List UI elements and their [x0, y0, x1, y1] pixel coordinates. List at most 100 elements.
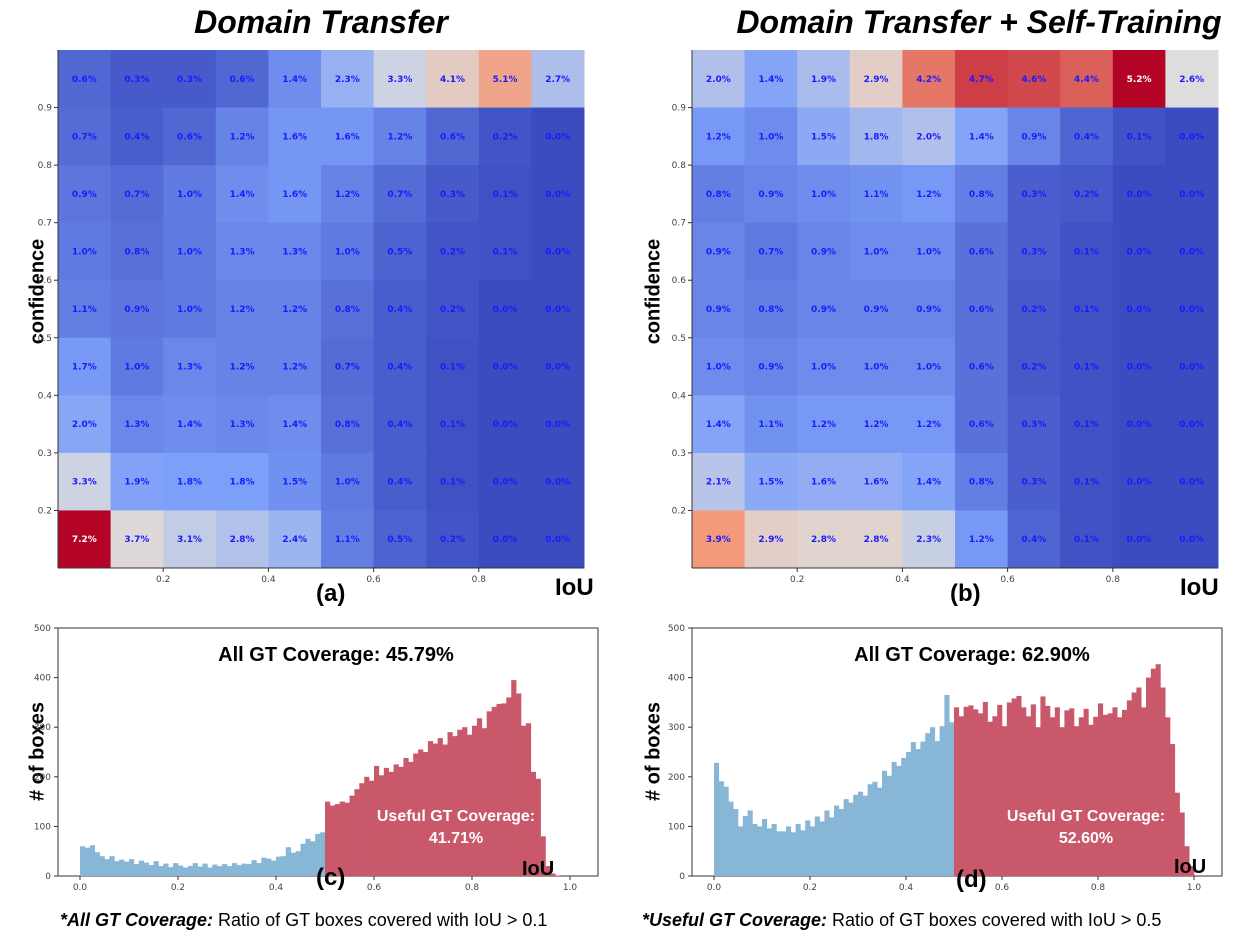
- heatmap-b-cell-label: 0.0%: [1179, 478, 1204, 488]
- histogram-c-bar: [89, 845, 95, 876]
- histogram-c-bar: [496, 703, 502, 876]
- heatmap-b-cell-rect: [1112, 395, 1166, 454]
- heatmap-b-cell-label: 1.9%: [811, 75, 836, 85]
- histogram-c-coverage: All GT Coverage: 45.79%: [218, 644, 454, 666]
- histogram-d-bar: [843, 799, 849, 876]
- histogram-c-bar: [467, 734, 473, 876]
- heatmap-a-cell-rect: [426, 280, 480, 339]
- heatmap-a-ytick-label: 0.5: [38, 334, 52, 344]
- heatmap-b-xtick-label: 0.8: [1106, 575, 1121, 585]
- histogram-c: 0 100 200 300 400 500 0.0 0.2 0.4 0.6 0.8 1.0: [34, 624, 599, 893]
- heatmap-b-cell-label: 0.1%: [1074, 305, 1099, 315]
- heatmap-b-cell: 2.1%: [692, 452, 746, 511]
- heatmap-b-cell-rect: [1165, 395, 1219, 454]
- heatmap-b-cell-label: 0.0%: [1179, 247, 1204, 257]
- heatmap-a-cell-label: 1.8%: [177, 478, 202, 488]
- histogram-d-bar: [1098, 703, 1104, 876]
- heatmap-a-cell: 1.6%: [268, 165, 322, 224]
- histogram-c-bar: [427, 741, 434, 876]
- heatmap-b-cell: 0.6%: [955, 395, 1009, 454]
- histogram-d-bar: [733, 809, 739, 876]
- heatmap-b-cell-label: 0.4%: [1074, 132, 1099, 142]
- histogram-d-bar: [1107, 713, 1113, 876]
- heatmap-b-cell-rect: [692, 510, 746, 569]
- histogram-c-bar: [452, 736, 458, 876]
- heatmap-a-cell-rect: [373, 395, 427, 454]
- heatmap-b-cell-label: 0.9%: [811, 247, 836, 257]
- heatmap-a-cell: 0.8%: [321, 280, 375, 339]
- heatmap-a-cell: 1.4%: [215, 165, 269, 224]
- histogram-c-useful-line2: 41.71%: [428, 830, 484, 847]
- heatmap-b-cell-rect: [1060, 165, 1114, 224]
- heatmap-a-cell-label: 1.0%: [335, 478, 360, 488]
- heatmap-b-cell-rect: [1007, 337, 1061, 396]
- heatmap-a-cell-label: 0.0%: [545, 190, 570, 200]
- heatmap-b-ylabel: confidence: [642, 238, 665, 345]
- heatmap-b-cell-label: 1.4%: [969, 132, 994, 142]
- heatmap-b-cell-rect: [1112, 165, 1166, 224]
- heatmap-b-cell: 0.9%: [692, 280, 746, 339]
- heatmap-b-cell-label: 1.4%: [916, 478, 941, 488]
- histogram-c-bar: [280, 856, 287, 876]
- heatmap-b-cell-rect: [902, 107, 956, 166]
- histogram-d-bar: [1126, 700, 1132, 876]
- heatmap-b-cell-rect: [1007, 107, 1061, 166]
- heatmap-b-cell: 3.9%: [692, 510, 746, 569]
- heatmap-a-cell-rect: [373, 107, 427, 166]
- histogram-c-useful-coverage: Useful GT Coverage: 41.71%: [356, 806, 556, 850]
- histogram-d-bar: [1093, 716, 1099, 876]
- histogram-d-bar: [939, 726, 945, 876]
- heatmap-b-cell-label: 1.2%: [969, 535, 994, 545]
- heatmap-a-cell-label: 1.4%: [282, 420, 307, 430]
- heatmap-a-cell-rect: [268, 337, 322, 396]
- histogram-d-bar: [1064, 710, 1070, 876]
- heatmap-b-cell-label: 1.0%: [864, 363, 889, 373]
- heatmap-b-cell-label: 0.1%: [1127, 132, 1152, 142]
- heatmap-a-cell-rect: [531, 452, 585, 511]
- heatmap-a-cell-rect: [478, 107, 532, 166]
- heatmap-a-cell-label: 0.1%: [440, 420, 465, 430]
- heatmap-b-cell-label: 0.6%: [969, 420, 994, 430]
- histogram-c-bar: [550, 873, 556, 876]
- footnote-right-term: *Useful GT Coverage:: [642, 910, 828, 930]
- heatmap-b-cell-rect: [692, 395, 746, 454]
- heatmap-b-cell-label: 0.0%: [1127, 535, 1152, 545]
- histogram-c-bar: [325, 801, 331, 876]
- heatmap-a-cell: 1.3%: [110, 395, 164, 454]
- histogram-d-ytick-label: 300: [668, 723, 685, 733]
- heatmap-b-cell-label: 0.0%: [1127, 478, 1152, 488]
- heatmap-a-cell: 0.3%: [163, 50, 217, 109]
- heatmap-b-cell-label: 0.2%: [1021, 305, 1046, 315]
- heatmap-a-cell-label: 0.0%: [545, 363, 570, 373]
- heatmap-a-cell-label: 1.2%: [335, 190, 360, 200]
- histogram-c-bar: [506, 697, 512, 876]
- heatmap-b-cell-rect: [692, 222, 746, 281]
- heatmap-a-cell: 0.0%: [478, 280, 532, 339]
- heatmap-b-cell: 1.6%: [849, 452, 903, 511]
- heatmap-b-cell-rect: [1112, 280, 1166, 339]
- heatmap-b-cell: 0.8%: [744, 280, 798, 339]
- heatmap-b-cell-rect: [1112, 452, 1166, 511]
- heatmap-b-cell-rect: [797, 165, 851, 224]
- heatmap-a-cell-label: 3.3%: [72, 478, 97, 488]
- heatmap-b-cell-label: 0.6%: [969, 363, 994, 373]
- heatmap-b-cell-label: 1.4%: [758, 75, 783, 85]
- heatmap-b-cell-label: 1.2%: [864, 420, 889, 430]
- heatmap-b-cell: 2.3%: [902, 510, 956, 569]
- heatmap-b-cell-rect: [744, 510, 798, 569]
- heatmap-b-cell-label: 0.9%: [811, 305, 836, 315]
- histogram-d-bar: [882, 770, 888, 876]
- heatmap-a-cell: 0.4%: [110, 107, 164, 166]
- histogram-c-bar: [310, 841, 316, 876]
- histogram-c-bar: [251, 860, 257, 876]
- heatmap-a-cell-label: 0.2%: [493, 132, 518, 142]
- heatmap-b-cell-label: 0.8%: [758, 305, 783, 315]
- heatmap-b-ytick-label: 0.2: [672, 506, 686, 516]
- heatmap-b-cell-label: 1.2%: [811, 420, 836, 430]
- heatmap-b-cell-label: 0.2%: [1074, 190, 1099, 200]
- heatmap-a-cell-rect: [373, 452, 427, 511]
- heatmap-a-cell: 0.0%: [478, 452, 532, 511]
- heatmap-a-ytick-label: 0.2: [38, 506, 52, 516]
- heatmap-a-cell-rect: [163, 395, 217, 454]
- histogram-d-bar: [1021, 707, 1027, 876]
